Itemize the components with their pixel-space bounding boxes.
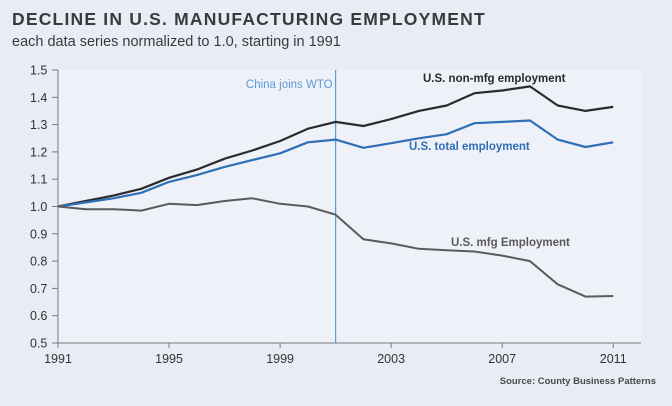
series-line [57, 85, 614, 208]
y-tick-label: 1.1 [30, 173, 47, 187]
annotation-label: China joins WTO [246, 79, 333, 91]
x-tick-label: 2003 [377, 352, 405, 366]
x-tick-label: 1999 [266, 352, 294, 366]
y-tick-label: 1.0 [30, 200, 47, 214]
y-tick-label: 1.3 [30, 118, 47, 132]
x-tick-label: 2011 [600, 352, 627, 366]
chart-title: DECLINE IN U.S. MANUFACTURING EMPLOYMENT [12, 9, 486, 29]
y-tick-label: 0.6 [30, 309, 47, 323]
series-label: U.S. mfg Employment [451, 237, 570, 249]
y-tick-label: 0.8 [30, 255, 47, 269]
y-tick-label: 1.5 [30, 64, 47, 78]
series-label: U.S. non-mfg employment [423, 73, 566, 85]
chart-subtitle: each data series normalized to 1.0, star… [12, 34, 341, 50]
source-note: Source: County Business Patterns [499, 376, 656, 387]
y-tick-label: 0.5 [30, 337, 47, 351]
series-line [57, 119, 614, 208]
x-tick-label: 1991 [44, 352, 72, 366]
series-label: U.S. total employment [409, 141, 530, 153]
plot-area [58, 70, 641, 343]
x-tick-label: 2007 [488, 352, 516, 366]
x-tick-label: 1995 [155, 352, 183, 366]
y-tick-label: 0.7 [30, 282, 47, 296]
y-tick-label: 1.2 [30, 145, 47, 159]
y-tick-label: 0.9 [30, 227, 47, 241]
y-tick-label: 1.4 [30, 91, 47, 105]
series-line [57, 197, 614, 298]
